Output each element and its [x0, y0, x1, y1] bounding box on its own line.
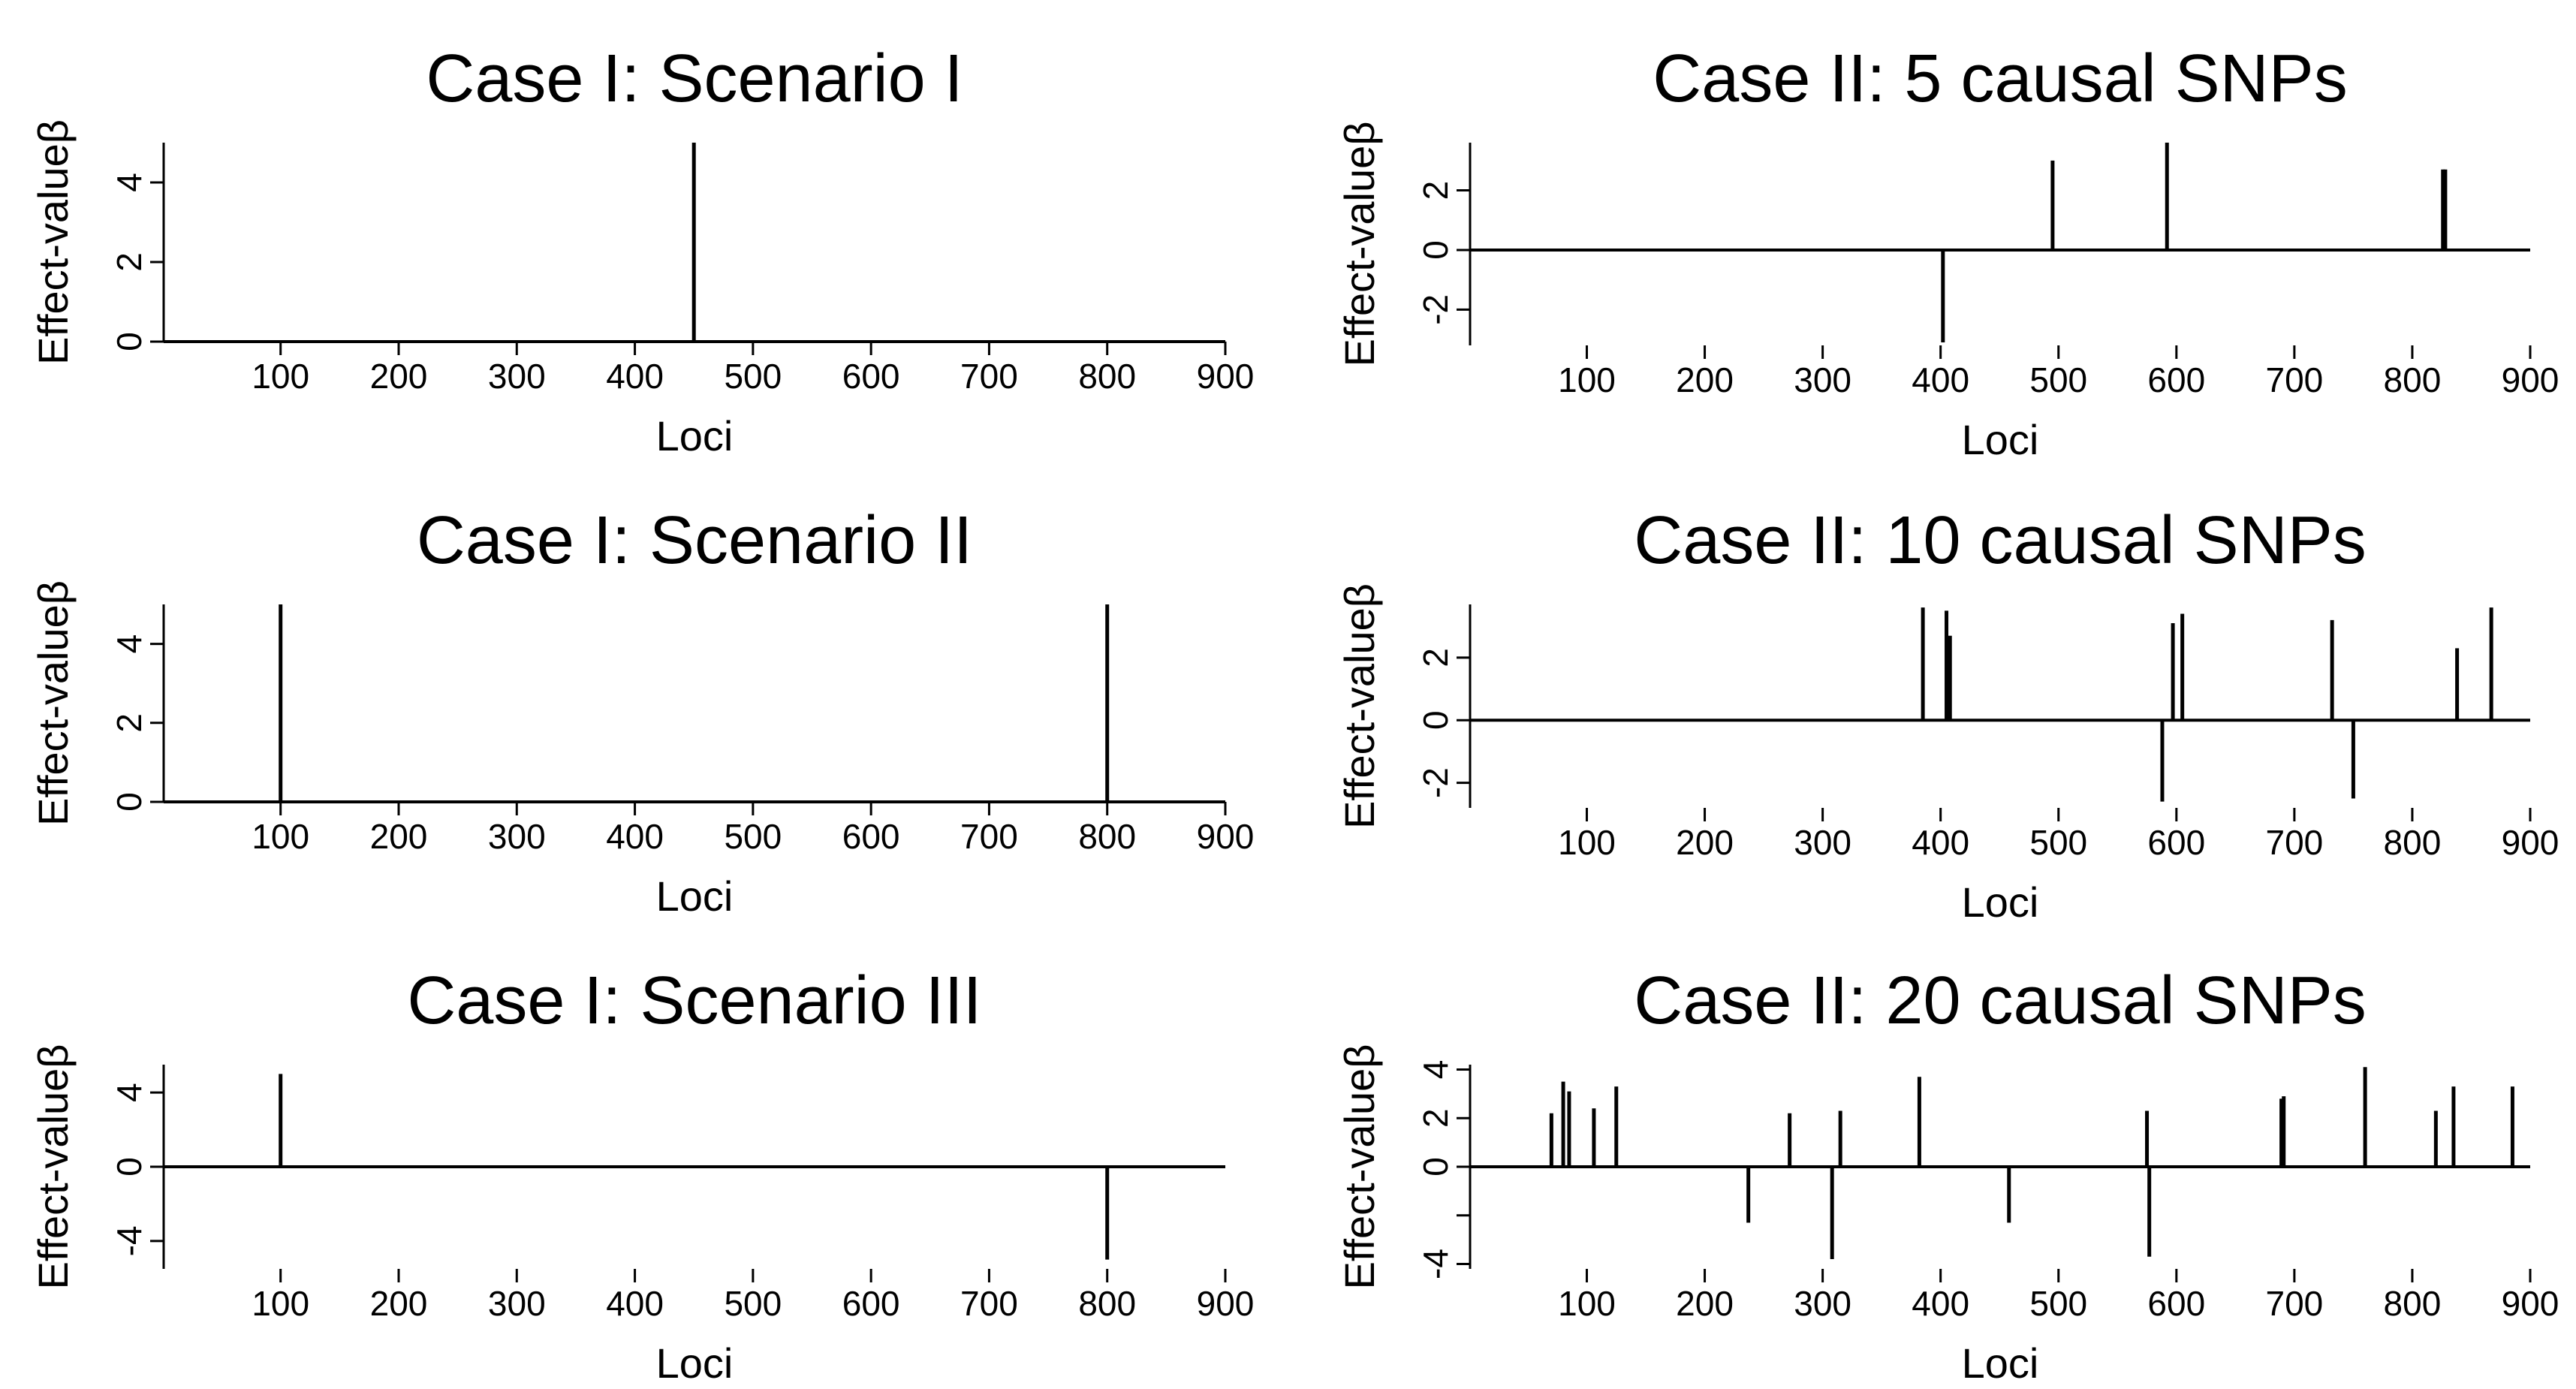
x-axis-label: Loci [1962, 416, 2039, 463]
x-tick-label: 300 [488, 1284, 546, 1323]
x-tick-label: 600 [2147, 360, 2205, 399]
x-tick-label: 200 [1676, 823, 1734, 862]
x-tick-label: 900 [2502, 360, 2559, 399]
x-tick-label: 200 [370, 1284, 428, 1323]
chart-title: Case II: 20 causal SNPs [1634, 963, 2366, 1038]
y-tick-label: -2 [1416, 767, 1455, 798]
x-tick-label: 800 [1078, 357, 1136, 396]
y-axis-label: Effect-valueβ [29, 1044, 77, 1290]
chart-panel-3: Case I: Scenario II 0 2 4 100 200 300 400 500 600… [29, 503, 1254, 920]
x-tick-label: 100 [1558, 823, 1616, 862]
chart-title: Case I: Scenario III [407, 963, 981, 1038]
y-tick-label: 0 [1416, 1157, 1455, 1177]
y-axis-label: Effect-valueβ [29, 119, 77, 365]
x-tick-label: 700 [2265, 360, 2323, 399]
chart-title: Case I: Scenario II [417, 503, 972, 578]
y-tick-label: 0 [1416, 240, 1455, 260]
y-tick-label: 2 [1416, 648, 1455, 667]
x-axis-label: Loci [656, 412, 734, 459]
x-tick-label: 200 [1676, 360, 1734, 399]
x-tick-label: 500 [724, 817, 782, 856]
x-tick-label: 700 [960, 1284, 1018, 1323]
x-tick-label: 800 [1078, 1284, 1136, 1323]
x-tick-label: 500 [724, 1284, 782, 1323]
x-tick-label: 800 [2384, 360, 2442, 399]
x-axis-label: Loci [1962, 1339, 2039, 1387]
chart-title: Case II: 10 causal SNPs [1634, 503, 2366, 578]
x-axis-label: Loci [656, 1339, 734, 1387]
x-tick-label: 900 [2502, 1284, 2559, 1323]
y-tick-label: 2 [1416, 1108, 1455, 1128]
chart-panel-5: Case I: Scenario III -4 0 4 100 200 300 400 500 6… [29, 963, 1254, 1387]
y-tick-label: 4 [1416, 1060, 1455, 1080]
chart-title: Case II: 5 causal SNPs [1653, 41, 2347, 116]
chart-panel-4: Case II: 10 causal SNPs -2 0 2 100 200 300 400 5… [1336, 503, 2559, 926]
x-tick-label: 300 [488, 357, 546, 396]
x-tick-label: 800 [2384, 1284, 2442, 1323]
x-tick-label: 200 [1676, 1284, 1734, 1323]
x-tick-label: 400 [606, 1284, 664, 1323]
x-tick-label: 500 [2029, 1284, 2087, 1323]
y-axis-label: Effect-valueβ [1336, 122, 1383, 367]
x-tick-label: 600 [842, 817, 900, 856]
x-tick-label: 700 [960, 817, 1018, 856]
chart-panel-1: Case I: Scenario I 0 2 4 100 200 300 400 500 600 7… [29, 41, 1254, 459]
x-axis-label: Loci [656, 872, 734, 920]
x-tick-label: 500 [2029, 823, 2087, 862]
y-tick-label: 0 [1416, 710, 1455, 730]
x-tick-label: 900 [2502, 823, 2559, 862]
y-tick-label: -4 [1416, 1249, 1455, 1279]
x-axis-label: Loci [1962, 878, 2039, 926]
x-tick-label: 500 [2029, 360, 2087, 399]
x-tick-label: 200 [370, 357, 428, 396]
x-tick-label: 300 [1794, 360, 1851, 399]
y-axis-label: Effect-valueβ [1336, 583, 1383, 829]
x-tick-label: 100 [252, 817, 309, 856]
x-tick-label: 400 [1912, 1284, 1969, 1323]
x-tick-label: 800 [2384, 823, 2442, 862]
x-tick-label: 900 [1197, 357, 1255, 396]
y-tick-label: 0 [110, 792, 149, 812]
x-tick-label: 900 [1197, 817, 1255, 856]
x-tick-label: 100 [1558, 1284, 1616, 1323]
y-tick-label: -4 [110, 1225, 149, 1256]
x-tick-label: 400 [606, 817, 664, 856]
x-tick-label: 100 [252, 1284, 309, 1323]
x-tick-label: 500 [724, 357, 782, 396]
y-tick-label: 0 [110, 1157, 149, 1177]
y-tick-label: 0 [110, 332, 149, 351]
chart-panel-2: Case II: 5 causal SNPs -2 0 2 100 200 300 400 50… [1336, 41, 2559, 463]
y-tick-label: 2 [110, 713, 149, 733]
y-tick-label: 2 [110, 252, 149, 272]
y-tick-label: 4 [110, 1083, 149, 1102]
x-tick-label: 700 [2265, 823, 2323, 862]
x-tick-label: 400 [1912, 360, 1969, 399]
y-tick-label: -2 [1416, 294, 1455, 325]
x-tick-label: 200 [370, 817, 428, 856]
x-tick-label: 100 [1558, 360, 1616, 399]
x-tick-label: 100 [252, 357, 309, 396]
chart-panel-6: Case II: 20 causal SNPs -4 0 2 4 100 200 300 400… [1336, 963, 2559, 1387]
x-tick-label: 600 [2147, 823, 2205, 862]
y-axis-label: Effect-valueβ [1336, 1044, 1383, 1290]
x-tick-label: 600 [842, 357, 900, 396]
x-tick-label: 800 [1078, 817, 1136, 856]
x-tick-label: 700 [2265, 1284, 2323, 1323]
x-tick-label: 300 [488, 817, 546, 856]
y-tick-label: 4 [110, 634, 149, 654]
x-tick-label: 700 [960, 357, 1018, 396]
x-tick-label: 300 [1794, 1284, 1851, 1323]
x-tick-label: 900 [1197, 1284, 1255, 1323]
x-tick-label: 300 [1794, 823, 1851, 862]
y-tick-label: 4 [110, 173, 149, 192]
x-tick-label: 400 [606, 357, 664, 396]
x-tick-label: 600 [2147, 1284, 2205, 1323]
x-tick-label: 400 [1912, 823, 1969, 862]
chart-title: Case I: Scenario I [426, 41, 963, 116]
y-axis-label: Effect-valueβ [29, 580, 77, 826]
y-tick-label: 2 [1416, 181, 1455, 200]
x-tick-label: 600 [842, 1284, 900, 1323]
